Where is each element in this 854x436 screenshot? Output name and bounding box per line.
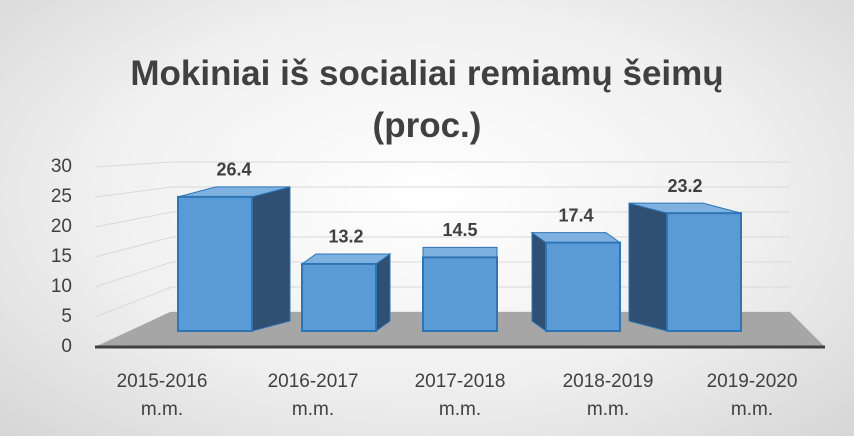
y-tick-label: 20: [51, 216, 72, 237]
bar: [545, 241, 621, 332]
bar-side: [375, 252, 391, 332]
x-tick-label: 2018-2019 m.m.: [562, 371, 654, 420]
x-tick-label: 2019-2020 m.m.: [706, 371, 798, 420]
bar-top: [530, 232, 622, 244]
data-label: 14.5: [442, 220, 477, 240]
y-tick-label: 25: [51, 186, 72, 207]
grid-line: [94, 211, 790, 228]
y-tick-label: 15: [51, 246, 72, 267]
grid-line: [94, 161, 790, 168]
x-tick-label: 2016-2017 m.m.: [267, 371, 359, 420]
y-tick-label: 5: [61, 306, 72, 327]
bar: [422, 256, 498, 332]
data-label: 17.4: [558, 205, 593, 225]
chart-title: Mokiniai iš socialiai remiamų šeimų (pro…: [130, 54, 724, 145]
bar-top: [300, 253, 392, 265]
y-tick-label: 30: [51, 156, 72, 177]
grid-line: [94, 186, 790, 198]
y-tick-label: 10: [51, 276, 72, 297]
data-label: 26.4: [216, 160, 251, 180]
bar-side: [251, 186, 291, 332]
bar-side: [531, 231, 547, 332]
y-tick-label: 0: [61, 336, 72, 357]
bar: [666, 212, 742, 332]
bar-side: [628, 202, 668, 332]
bar-top: [422, 246, 498, 258]
bar: [301, 262, 377, 332]
x-tick-label: 2017-2018 m.m.: [414, 371, 506, 420]
data-label: 13.2: [328, 227, 363, 247]
data-label: 23.2: [667, 176, 702, 196]
bar: [177, 195, 253, 332]
x-tick-label: 2015-2016 m.m.: [116, 371, 208, 420]
